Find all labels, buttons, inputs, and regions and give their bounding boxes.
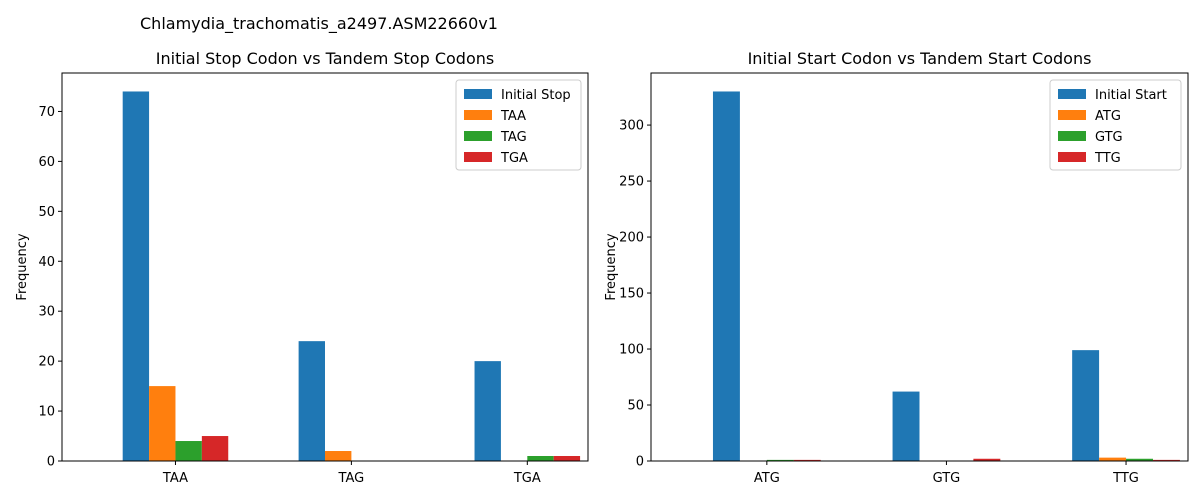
legend-label: Initial Start — [1095, 88, 1167, 103]
legend-swatch — [464, 152, 492, 162]
x-tick-label: TTG — [1112, 471, 1139, 486]
legend-swatch — [464, 110, 492, 120]
legend-swatch — [464, 89, 492, 99]
figure-suptitle: Chlamydia_trachomatis_a2497.ASM22660v1 — [140, 14, 498, 34]
legend-swatch — [1058, 110, 1086, 120]
legend-label: TGA — [500, 151, 528, 166]
y-axis-label: Frequency — [604, 233, 619, 300]
panel-title: Initial Stop Codon vs Tandem Stop Codons — [156, 49, 494, 68]
legend-label: TAG — [500, 130, 527, 145]
bar-tag-taa — [175, 441, 202, 461]
x-tick-label: TGA — [513, 471, 541, 486]
legend-label: Initial Stop — [501, 88, 571, 103]
bar-ttg-atg — [793, 459, 821, 461]
y-tick-label: 10 — [38, 405, 55, 420]
legend-label: TAA — [500, 109, 526, 124]
bar-initial-stop-taa — [122, 91, 150, 461]
bar-initial-start-gtg — [892, 391, 920, 461]
bar-initial-stop-tga — [474, 361, 501, 461]
x-tick-label: GTG — [933, 471, 961, 486]
legend-swatch — [1058, 131, 1086, 141]
y-tick-label: 0 — [636, 455, 644, 470]
bar-tag-tga — [527, 456, 554, 461]
legend-frame — [1049, 79, 1182, 171]
legend-label: ATG — [1095, 109, 1121, 124]
y-tick-label: 50 — [627, 399, 644, 414]
bar-tga-taa — [201, 436, 229, 461]
bar-initial-stop-tag — [298, 341, 325, 461]
y-tick-label: 20 — [38, 355, 55, 370]
y-tick-label: 150 — [619, 287, 644, 302]
bar-tga-tga — [553, 456, 581, 461]
y-axis-label: Frequency — [15, 233, 30, 300]
y-tick-label: 100 — [619, 343, 644, 358]
y-tick-label: 60 — [38, 155, 55, 170]
y-tick-label: 0 — [47, 455, 55, 470]
legend-swatch — [1058, 152, 1086, 162]
bar-initial-start-atg — [712, 91, 740, 461]
axes-frame — [650, 72, 1189, 462]
bar-gtg-atg — [766, 459, 794, 461]
y-tick-label: 50 — [38, 205, 55, 220]
chart-panel-1: Initial Stop Codon vs Tandem Stop Codons… — [15, 49, 589, 486]
legend-frame — [455, 79, 582, 171]
y-tick-label: 40 — [38, 255, 55, 270]
x-tick-label: TAG — [338, 471, 365, 486]
bar-ttg-ttg — [1152, 459, 1180, 461]
bar-taa-taa — [149, 386, 176, 461]
y-tick-label: 30 — [38, 305, 55, 320]
axes-frame — [61, 72, 589, 462]
y-tick-label: 300 — [619, 119, 644, 134]
panel-title: Initial Start Codon vs Tandem Start Codo… — [748, 49, 1092, 68]
x-tick-label: ATG — [754, 471, 780, 486]
legend-swatch — [1058, 89, 1086, 99]
bar-gtg-ttg — [1126, 458, 1153, 461]
legend-swatch — [464, 131, 492, 141]
legend-label: GTG — [1095, 130, 1123, 145]
y-tick-label: 200 — [619, 231, 644, 246]
y-tick-label: 250 — [619, 175, 644, 190]
bar-ttg-gtg — [973, 458, 1001, 461]
bar-taa-tag — [325, 451, 352, 461]
legend: Initial Stop TAA TAG TGA — [455, 79, 582, 171]
legend-label: TTG — [1094, 151, 1121, 166]
y-tick-label: 70 — [38, 105, 55, 120]
legend: Initial Start ATG GTG TTG — [1049, 79, 1182, 171]
chart-panel-2: Initial Start Codon vs Tandem Start Codo… — [604, 49, 1189, 486]
x-tick-label: TAA — [162, 471, 188, 486]
bar-initial-start-ttg — [1072, 350, 1100, 461]
bar-atg-ttg — [1099, 457, 1127, 461]
